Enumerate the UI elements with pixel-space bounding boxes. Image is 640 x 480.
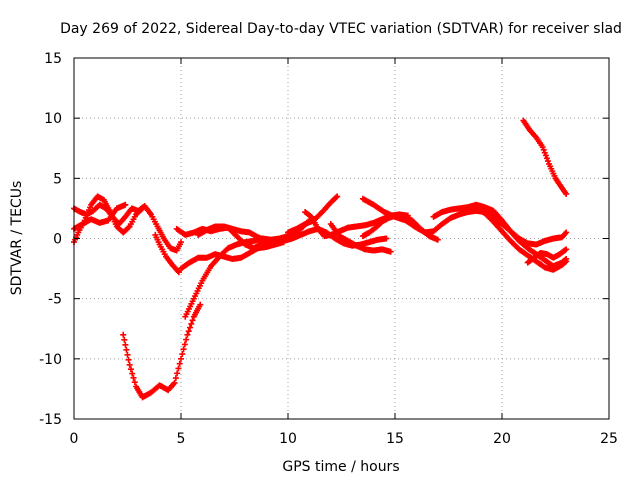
x-tick-label: 10 bbox=[279, 431, 297, 447]
data-point bbox=[176, 360, 183, 367]
data-point bbox=[562, 259, 569, 266]
data-point bbox=[563, 258, 570, 265]
data-point bbox=[387, 248, 394, 255]
x-tick-label: 15 bbox=[386, 431, 404, 447]
data-point bbox=[131, 379, 138, 386]
data-point bbox=[172, 375, 179, 382]
x-tick-label: 20 bbox=[493, 431, 511, 447]
data-point bbox=[179, 351, 186, 358]
x-tick-label: 0 bbox=[70, 431, 79, 447]
data-point bbox=[562, 247, 569, 254]
data-point bbox=[543, 155, 550, 162]
data-point bbox=[563, 190, 570, 197]
data-point bbox=[127, 366, 134, 373]
data-point bbox=[122, 201, 129, 208]
x-axis-label: GPS time / hours bbox=[282, 459, 399, 475]
y-tick-label: -5 bbox=[48, 292, 62, 308]
y-tick-label: 15 bbox=[44, 51, 62, 67]
data-point bbox=[138, 206, 145, 213]
data-point bbox=[333, 194, 340, 201]
data-point bbox=[542, 152, 549, 159]
series-arc-19 bbox=[520, 117, 570, 197]
series-arc-4 bbox=[152, 231, 182, 276]
series-arc-16 bbox=[430, 201, 570, 270]
chart-title: Day 269 of 2022, Sidereal Day-to-day VTE… bbox=[60, 21, 622, 37]
data-point bbox=[197, 301, 204, 308]
data-point bbox=[540, 146, 547, 153]
data-point bbox=[563, 246, 570, 253]
data-point bbox=[126, 361, 133, 368]
data-point bbox=[539, 144, 546, 151]
data-point bbox=[175, 269, 182, 276]
x-tick-label: 25 bbox=[600, 431, 618, 447]
data-point bbox=[545, 158, 552, 165]
data-point bbox=[125, 224, 132, 231]
data-point bbox=[184, 331, 191, 338]
series-arc-5 bbox=[120, 301, 204, 401]
data-point bbox=[120, 331, 127, 338]
data-points bbox=[71, 117, 570, 401]
data-point bbox=[178, 239, 184, 246]
data-point bbox=[180, 346, 187, 353]
x-tick-label: 5 bbox=[177, 431, 186, 447]
data-point bbox=[121, 336, 128, 343]
data-point bbox=[383, 235, 390, 242]
data-point bbox=[123, 346, 130, 353]
y-tick-label: 5 bbox=[53, 171, 62, 187]
data-point bbox=[189, 317, 196, 324]
data-point bbox=[541, 149, 548, 156]
series-arc-15 bbox=[359, 195, 570, 248]
data-point bbox=[122, 341, 129, 348]
data-point bbox=[186, 324, 193, 331]
data-point bbox=[174, 370, 181, 377]
data-point bbox=[183, 336, 190, 343]
data-point bbox=[178, 355, 184, 362]
axis-ticks bbox=[73, 57, 610, 420]
data-point bbox=[334, 193, 341, 200]
series-arc-2 bbox=[71, 193, 146, 246]
data-point bbox=[185, 328, 192, 335]
series-arc-13 bbox=[327, 221, 394, 255]
data-point bbox=[130, 374, 137, 381]
y-tick-label: 0 bbox=[53, 232, 62, 248]
y-tick-label: -15 bbox=[39, 412, 62, 428]
series-arc-18 bbox=[524, 246, 570, 266]
data-point bbox=[175, 365, 182, 372]
data-point bbox=[129, 370, 136, 377]
data-point bbox=[125, 356, 132, 363]
data-point bbox=[188, 320, 195, 327]
data-point bbox=[171, 379, 178, 386]
axis-tick-labels: 0 5 10 15 20 25 -15 -10 -5 0 5 10 15 bbox=[39, 51, 618, 447]
data-point bbox=[434, 236, 441, 243]
y-tick-label: 10 bbox=[44, 111, 62, 127]
data-point bbox=[139, 205, 146, 212]
data-point bbox=[181, 341, 188, 348]
y-axis-label: SDTVAR / TECUs bbox=[9, 181, 25, 296]
y-tick-label: -10 bbox=[39, 352, 62, 368]
data-point bbox=[563, 229, 570, 236]
data-point bbox=[124, 351, 131, 358]
